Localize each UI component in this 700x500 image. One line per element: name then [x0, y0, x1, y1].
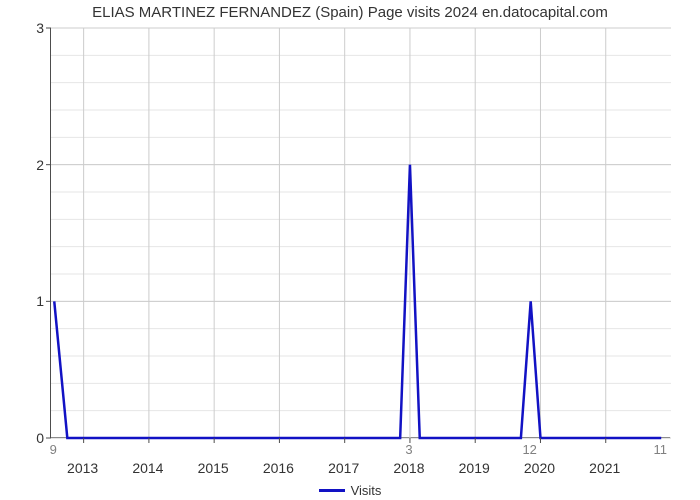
x-tick-label: 2020	[524, 460, 555, 476]
x-tick-label: 2013	[67, 460, 98, 476]
y-tick-label: 3	[30, 20, 44, 36]
x-tick-label: 2021	[589, 460, 620, 476]
chart-title: ELIAS MARTINEZ FERNANDEZ (Spain) Page vi…	[0, 4, 700, 21]
legend-swatch	[319, 489, 345, 492]
secondary-x-label: 3	[405, 442, 412, 457]
x-tick-label: 2019	[459, 460, 490, 476]
x-tick-label: 2015	[198, 460, 229, 476]
legend: Visits	[0, 482, 700, 498]
y-tick-label: 1	[30, 293, 44, 309]
x-tick-label: 2014	[132, 460, 163, 476]
x-tick-label: 2016	[263, 460, 294, 476]
y-tick-label: 2	[30, 157, 44, 173]
secondary-x-label: 11	[653, 442, 667, 457]
secondary-x-label: 9	[50, 442, 57, 457]
plot-svg	[51, 28, 670, 437]
plot-area	[50, 28, 670, 438]
secondary-x-label: 12	[522, 442, 536, 457]
x-tick-label: 2017	[328, 460, 359, 476]
y-tick-label: 0	[30, 430, 44, 446]
legend-label: Visits	[351, 483, 382, 498]
chart-container: ELIAS MARTINEZ FERNANDEZ (Spain) Page vi…	[0, 0, 700, 500]
x-tick-label: 2018	[393, 460, 424, 476]
